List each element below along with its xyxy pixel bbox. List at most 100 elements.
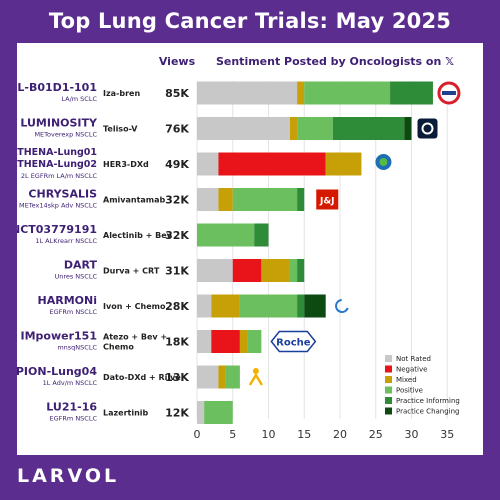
drug-name: HER3-DXd	[103, 160, 149, 169]
x-tick-label: 10	[262, 428, 276, 441]
bar-segment-mixed	[239, 330, 248, 353]
trial-subtitle: mnsqNSCLC	[57, 344, 97, 352]
x-tick-label: 0	[194, 428, 201, 441]
drug-name: Amivantamab	[103, 196, 166, 205]
views-value: 76K	[165, 123, 189, 136]
trial-name: LU21-16	[46, 401, 97, 414]
legend-label: Not Rated	[396, 355, 431, 363]
trial-subtitle: EGFRm NSCLC	[50, 415, 98, 423]
x-tick-label: 20	[333, 428, 347, 441]
company-logo	[248, 372, 263, 386]
company-logo	[335, 299, 349, 313]
views-value: 28K	[165, 300, 189, 313]
trial-name: LUMINOSITY	[20, 117, 98, 130]
chart-title: Sentiment Posted by Oncologists on 𝕏	[216, 55, 454, 68]
legend-swatch	[385, 397, 392, 404]
company-logo: J&J	[319, 197, 335, 207]
company-logo	[421, 122, 434, 135]
trial-subtitle: METex14skp Adv NSCLC	[19, 202, 97, 210]
sentiment-chart: 0 5 10 15 20 25 30 35 Views Sentiment Posted by O…	[0, 55, 461, 441]
trial-name: CHRYSALIS	[28, 188, 97, 201]
bar-segment-practice-informing	[297, 294, 305, 318]
x-tick-label: 15	[297, 428, 311, 441]
bar-segment-positive	[197, 223, 255, 247]
drug-name: Durva + CRT	[103, 267, 160, 276]
bar-segment-positive	[225, 365, 240, 389]
x-tick-label: 30	[405, 428, 419, 441]
bar-segment-practice-changing	[304, 294, 326, 318]
legend-label: Positive	[396, 387, 423, 395]
legend-swatch	[385, 376, 392, 383]
trial-name: BL-B01D1-101	[17, 81, 97, 94]
views-value: 18K	[165, 336, 189, 349]
company-logo	[379, 158, 388, 166]
bar-segment-positive	[232, 188, 298, 211]
drug-name: Dato-DXd + Rilve	[103, 373, 181, 382]
legend-swatch	[385, 355, 392, 362]
views-header: Views	[159, 55, 196, 68]
bar-segment-mixed	[218, 365, 226, 389]
company-logo	[270, 330, 317, 353]
drug-name: Iza-bren	[103, 89, 140, 98]
legend-label: Negative	[396, 366, 427, 374]
trial-subtitle: LA/m SCLC	[61, 95, 97, 103]
legend-label: Practice Informing	[396, 397, 460, 405]
bar-segment-positive	[304, 81, 391, 105]
bar-segment-mixed	[218, 188, 233, 211]
bar-segment-positive	[297, 117, 333, 140]
views-value: 31K	[165, 265, 189, 278]
company-logo	[252, 368, 259, 374]
views-value: 32K	[165, 229, 189, 242]
trial-subtitle: EGFRm NSCLC	[50, 308, 98, 316]
drug-name: Lazertinib	[103, 409, 149, 418]
bar-segment-practice-informing	[390, 81, 433, 105]
bar-segment-not-rated	[197, 188, 219, 211]
trial-subtitle: 1L Adv/m NSCLC	[43, 379, 98, 387]
trial-name: NCT03779191	[17, 223, 97, 236]
bar-segment-not-rated	[197, 401, 205, 424]
views-value: 13K	[165, 371, 189, 384]
bar-segment-positive	[289, 259, 298, 282]
company-logo	[316, 189, 339, 210]
bar-segment-not-rated	[197, 117, 290, 140]
legend-swatch	[385, 407, 392, 415]
bar-segment-positive	[239, 294, 298, 318]
x-tick-label: 5	[229, 428, 236, 441]
views-value: 32K	[165, 194, 189, 207]
bar-segment-mixed	[289, 117, 298, 140]
legend-swatch	[385, 386, 392, 394]
bar-segment-not-rated	[197, 81, 298, 105]
legend-label: Practice Changing	[396, 408, 460, 416]
bar-segment-practice-changing	[404, 117, 412, 140]
bar-segment-practice-informing	[332, 117, 405, 140]
page-title: Top Lung Cancer Trials: May 2025	[48, 9, 452, 33]
trial-name: IMpower151	[21, 330, 97, 343]
bar-segment-mixed	[211, 294, 240, 318]
x-tick-label: 25	[369, 428, 383, 441]
drug-name: Ivon + Chemo	[103, 302, 166, 311]
bar-segment-negative	[232, 259, 262, 282]
company-logo	[441, 91, 456, 95]
drug-name: Teliso-V	[103, 125, 138, 134]
bar-segment-not-rated	[197, 152, 219, 176]
bar-segment-practice-informing	[297, 188, 305, 211]
bar-segment-not-rated	[197, 259, 233, 282]
trial-name: HERTHENA-Lung01	[17, 147, 97, 158]
trial-name: DART	[64, 259, 98, 272]
trial-subtitle: Unres NSCLC	[54, 273, 97, 281]
bar-segment-negative	[211, 330, 240, 353]
x-tick-label: 35	[440, 428, 454, 441]
company-logo: Roche	[276, 338, 311, 349]
trial-name: HARMONi	[38, 294, 97, 307]
bar-segment-mixed	[261, 259, 290, 282]
bar-segment-not-rated	[197, 294, 212, 318]
views-value: 49K	[165, 158, 189, 171]
trial-subtitle: 2L EGFRm LA/m NSCLC	[21, 172, 98, 180]
trial-subtitle: METoverexp NSCLC	[34, 131, 97, 139]
company-logo	[417, 118, 438, 139]
views-value: 12K	[165, 407, 189, 420]
trial-name: TROPION-Lung04	[17, 365, 97, 378]
drug-name: Alectinib + Bev	[103, 231, 173, 240]
bar-segment-mixed	[325, 152, 362, 176]
